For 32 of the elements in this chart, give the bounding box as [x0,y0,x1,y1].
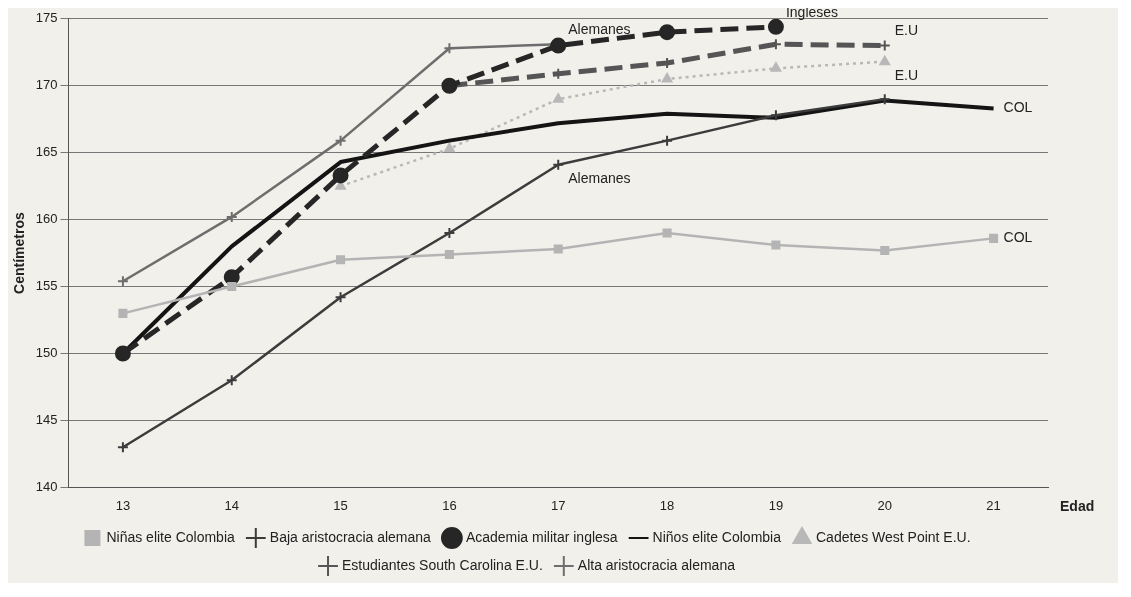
y-tick-label: 145 [35,412,58,428]
y-tick-label: 175 [35,10,58,26]
legend-label: Alta aristocracia alemana [577,556,736,573]
x-axis-title: Edad [1060,498,1095,515]
y-tick-label: 160 [35,211,58,227]
x-tick-label: 17 [551,497,566,513]
x-tick-label: 21 [986,497,1001,513]
annotation: Alemanes [568,21,631,38]
x-tick-label: 14 [224,497,239,513]
x-tick-label: 13 [115,497,131,513]
annotation: COL [1003,229,1033,246]
annotation: E.U [894,66,919,83]
x-tick-label: 15 [333,497,348,513]
x-tick-label: 16 [442,497,457,513]
annotation: Alemanes [568,169,631,186]
legend-label: Niñas elite Colombia [106,528,236,545]
annotation: COL [1003,99,1033,116]
y-tick-label: 140 [35,478,58,494]
x-tick-label: 18 [659,497,675,513]
y-axis-title: Centímetros [11,212,28,294]
annotation: E.U [894,22,919,39]
legend-label: Estudiantes South Carolina E.U. [342,556,543,573]
y-tick-label: 165 [35,144,58,160]
x-tick-label: 19 [768,497,784,513]
legend-label: Niños elite Colombia [652,528,782,545]
legend-label: Baja aristocracia alemana [269,528,432,545]
y-tick-label: 155 [35,278,58,294]
legend-label: Cadetes West Point E.U. [816,528,971,545]
x-tick-label: 20 [877,497,892,513]
legend-label: Academia militar inglesa [465,528,618,545]
y-tick-label: 150 [35,345,58,361]
y-tick-label: 170 [35,77,58,93]
